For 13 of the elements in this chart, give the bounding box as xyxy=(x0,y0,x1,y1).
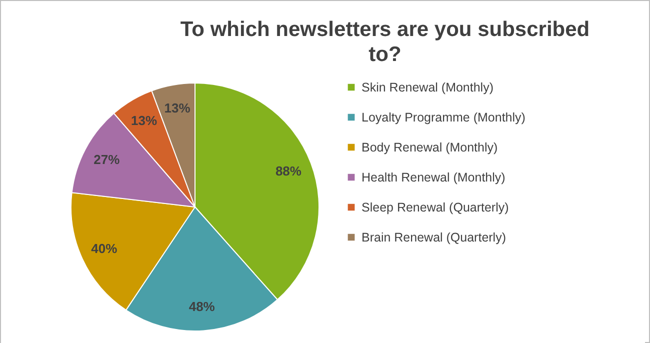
chart-title: To which newsletters are you subscribed to? xyxy=(180,18,590,66)
data-label: 48% xyxy=(188,298,216,314)
data-label: 40% xyxy=(91,240,118,256)
legend-label: Skin Renewal (Monthly) xyxy=(362,80,494,94)
data-label: 13% xyxy=(164,100,191,116)
legend-label: Brain Renewal (Quarterly) xyxy=(362,230,506,244)
legend-label: Health Renewal (Monthly) xyxy=(362,170,506,184)
legend-label: Loyalty Programme (Monthly) xyxy=(362,110,526,124)
legend-label: Body Renewal (Monthly) xyxy=(362,140,498,154)
data-label: 13% xyxy=(131,112,158,128)
legend-label: Sleep Renewal (Quarterly) xyxy=(362,200,509,214)
data-label: 88% xyxy=(275,163,302,178)
data-label: 27% xyxy=(94,152,120,168)
